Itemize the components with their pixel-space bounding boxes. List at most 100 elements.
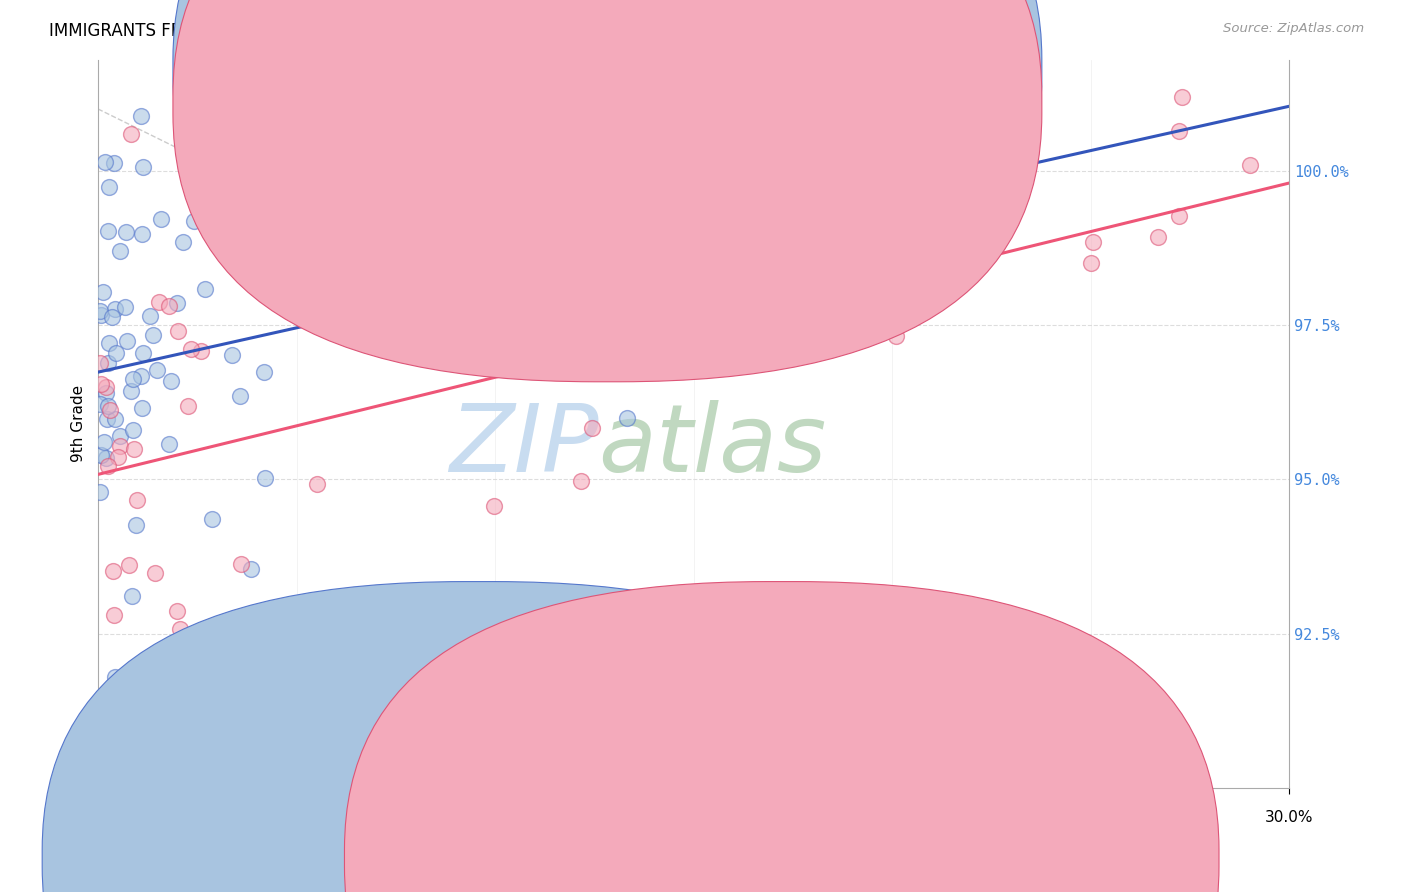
Point [108,440,131,454]
Text: Immigrants from Sri Lanka: Immigrants from Sri Lanka [503,851,707,865]
Text: R = 0.223   N = 68: R = 0.223 N = 68 [628,62,793,78]
Text: IMMIGRANTS FROM SRI LANKA VS SOUTH AMERICAN INDIAN 9TH GRADE CORRELATION CHART: IMMIGRANTS FROM SRI LANKA VS SOUTH AMERI… [49,22,838,40]
Point [89,485,111,500]
Point [157,299,180,313]
Point [884,328,907,343]
Point [801,323,824,337]
Point [166,296,188,310]
Point [984,176,1007,190]
Point [405,725,427,739]
Point [103,670,125,684]
Point [98,179,121,194]
Point [103,608,125,623]
Point [231,557,253,571]
Point [131,401,153,416]
Point [98,403,121,417]
Point [120,127,142,141]
Text: R = 0.455   N = 43: R = 0.455 N = 43 [628,98,793,113]
Point [97,458,120,473]
Point [190,343,212,358]
Point [131,109,153,123]
Point [142,328,165,343]
Point [307,272,329,286]
Point [581,420,603,434]
Point [89,304,111,318]
Point [125,492,148,507]
Point [229,389,252,403]
Point [157,437,180,451]
Point [107,450,129,464]
Point [103,156,125,170]
Point [194,282,217,296]
Point [104,411,127,425]
Point [104,301,127,316]
Point [114,300,136,314]
Point [240,562,263,576]
Point [143,566,166,581]
Point [129,369,152,384]
Point [773,327,796,342]
Point [354,317,377,331]
Point [253,365,276,379]
Point [1167,209,1189,223]
Point [97,356,120,370]
Point [120,384,142,399]
Point [122,423,145,437]
Point [132,346,155,360]
Point [1171,90,1194,104]
Point [499,277,522,292]
Point [91,285,114,299]
Point [131,227,153,242]
Point [451,295,474,310]
Text: ZIP: ZIP [449,401,599,491]
Point [914,159,936,173]
Point [465,293,488,307]
Point [247,211,270,225]
Point [108,244,131,258]
Text: South American Indians: South American Indians [806,851,988,865]
Point [94,451,117,466]
Point [418,301,440,316]
Point [131,160,153,174]
Point [253,471,276,485]
Text: atlas: atlas [599,401,827,491]
Point [114,225,136,239]
Point [97,335,120,350]
Point [901,201,924,215]
Point [569,474,592,488]
Point [411,89,433,103]
Point [149,211,172,226]
Point [231,251,253,265]
Point [180,342,202,356]
Point [305,477,328,491]
Point [312,173,335,187]
Point [94,385,117,400]
Point [90,308,112,322]
Point [292,598,315,612]
Point [115,334,138,348]
Point [121,589,143,603]
Point [103,564,125,578]
Text: 30.0%: 30.0% [1265,810,1313,825]
Point [166,324,188,338]
Point [1083,235,1105,249]
Point [273,288,295,302]
Point [90,376,112,391]
Point [101,310,124,325]
Point [145,363,167,377]
Point [89,356,111,370]
Point [94,154,117,169]
Point [1168,124,1191,138]
Point [811,144,834,158]
Point [172,235,194,250]
Point [97,400,120,414]
Point [96,411,118,425]
Point [616,411,638,425]
Point [97,223,120,237]
Text: Source: ZipAtlas.com: Source: ZipAtlas.com [1223,22,1364,36]
Point [93,434,115,449]
Point [139,309,162,323]
Point [90,448,112,462]
Point [166,604,188,618]
Point [201,512,224,526]
